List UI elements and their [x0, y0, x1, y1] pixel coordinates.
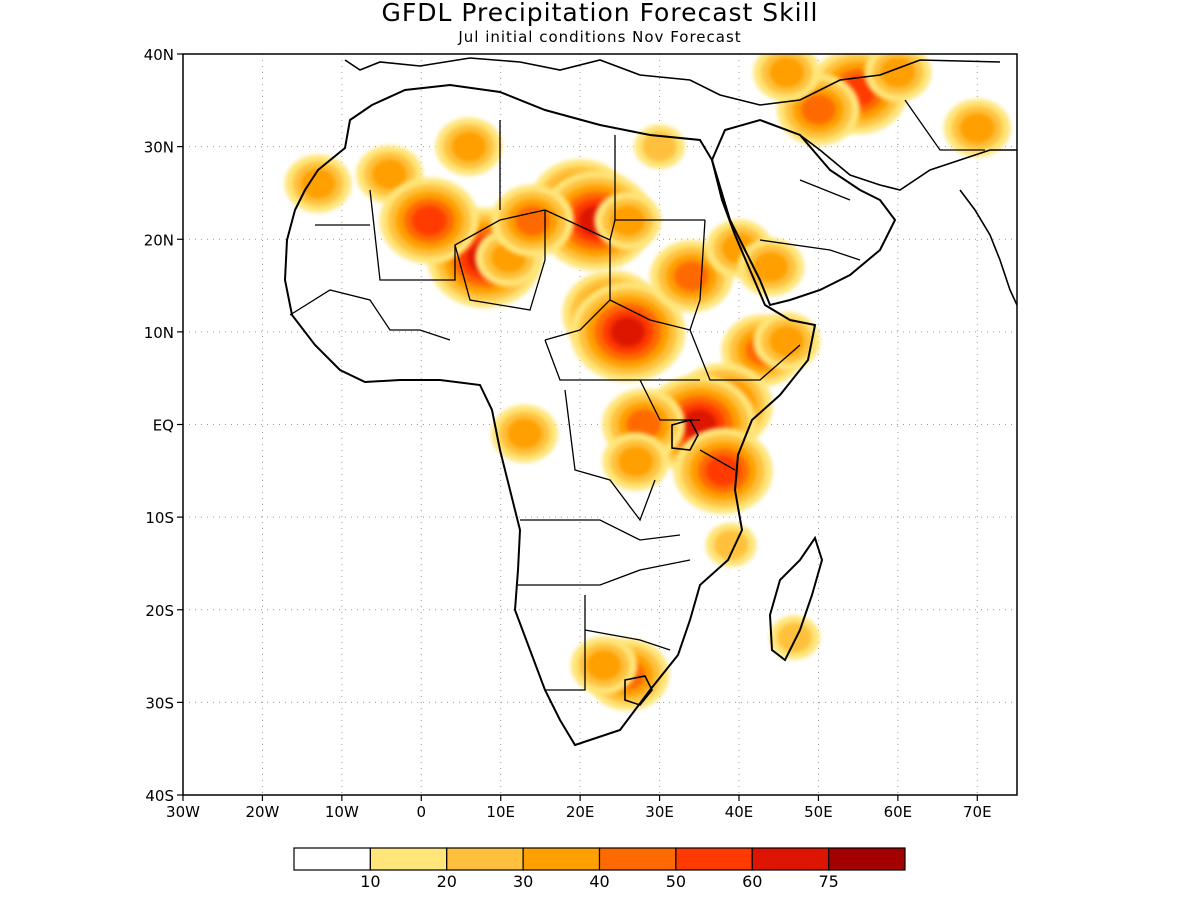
colorbar-label-5: 60	[742, 872, 762, 891]
skill-region-30-level-2	[713, 529, 749, 560]
colorbar-label-1: 20	[437, 872, 457, 891]
colorbar-swatch-4	[598, 847, 677, 871]
skill-region-11-level-4	[674, 261, 709, 292]
lat-tick-label-5: 10S	[145, 509, 174, 527]
skill-region-8-level-5	[411, 205, 447, 236]
colorbar-label-2: 30	[513, 872, 533, 891]
arabia-coastline	[710, 118, 897, 307]
colorbar-swatch-1	[369, 847, 448, 871]
lon-tick-label-4: 10E	[486, 803, 515, 821]
lat-tick-label-7: 30S	[145, 694, 174, 712]
lon-tick-label-3: 0	[417, 803, 427, 821]
skill-region-25-level-3	[769, 57, 804, 88]
skill-region-16-level-5	[705, 455, 741, 486]
colorbar-label-6: 75	[818, 872, 838, 891]
skill-region-5-level-3	[610, 205, 646, 236]
skill-region-10-level-6	[610, 316, 646, 347]
country-borders	[289, 99, 985, 691]
colorbar-label-0: 10	[360, 872, 380, 891]
colorbar-swatch-3	[522, 847, 601, 871]
lon-tick-label-7: 40E	[725, 803, 754, 821]
madagascar-coastline	[768, 535, 824, 662]
skill-field	[284, 54, 1011, 711]
skill-region-4-level-4	[515, 205, 550, 236]
colorbar-swatch-6	[751, 847, 830, 871]
coastlines	[283, 57, 1017, 747]
lat-tick-label-8: 40S	[145, 787, 174, 805]
skill-region-27-level-3	[586, 650, 622, 681]
lon-tick-label-2: 10W	[325, 803, 359, 821]
lon-tick-label-8: 50E	[804, 803, 833, 821]
skill-region-31-level-3	[300, 168, 336, 199]
lon-tick-label-0: 30W	[166, 803, 200, 821]
mediterranean-coastline	[344, 57, 1001, 106]
lat-tick-label-1: 30N	[144, 139, 174, 157]
lesotho-border	[624, 675, 653, 706]
lat-tick-label-2: 20N	[144, 231, 174, 249]
colorbar-label-3: 40	[589, 872, 609, 891]
skill-region-17-level-4	[626, 409, 661, 440]
lon-tick-label-9: 60E	[884, 803, 913, 821]
skill-region-29-level-2	[777, 622, 812, 653]
skill-region-24-level-3	[960, 113, 995, 144]
colorbar: 10 20 30 40 50 60 75	[293, 847, 906, 891]
chart-title: GFDL Precipitation Forecast Skill	[381, 0, 819, 27]
skill-region-28-level-3	[507, 418, 542, 449]
lon-tick-label-1: 20W	[245, 803, 279, 821]
colorbar-swatch-0	[293, 847, 371, 871]
skill-region-6-level-3	[451, 131, 487, 162]
skill-region-32-level-2	[642, 131, 677, 162]
skill-region-22-level-4	[801, 94, 836, 125]
chart-subtitle: Jul initial conditions Nov Forecast	[458, 28, 742, 46]
skill-region-20-level-3	[753, 252, 789, 283]
india-coastline	[959, 189, 1017, 306]
lake-victoria	[671, 419, 699, 451]
africa-coastline	[283, 83, 817, 747]
colorbar-swatch-5	[675, 847, 753, 871]
colorbar-swatch-7	[828, 847, 906, 871]
colorbar-swatch-2	[446, 847, 524, 871]
lon-tick-label-10: 70E	[963, 803, 992, 821]
skill-region-13-level-3	[769, 326, 804, 357]
colorbar-label-4: 50	[666, 872, 686, 891]
skill-region-7-level-3	[372, 159, 407, 190]
lat-tick-label-3: 10N	[144, 324, 174, 342]
lat-tick-label-6: 20S	[145, 602, 174, 620]
lat-tick-label-0: 40N	[144, 46, 174, 64]
lon-tick-label-6: 30E	[645, 803, 674, 821]
skill-region-18-level-3	[618, 446, 653, 477]
persian-gulf-coastline	[799, 134, 1017, 191]
lat-tick-label-4: EQ	[153, 417, 174, 435]
lon-tick-label-5: 20E	[566, 803, 595, 821]
